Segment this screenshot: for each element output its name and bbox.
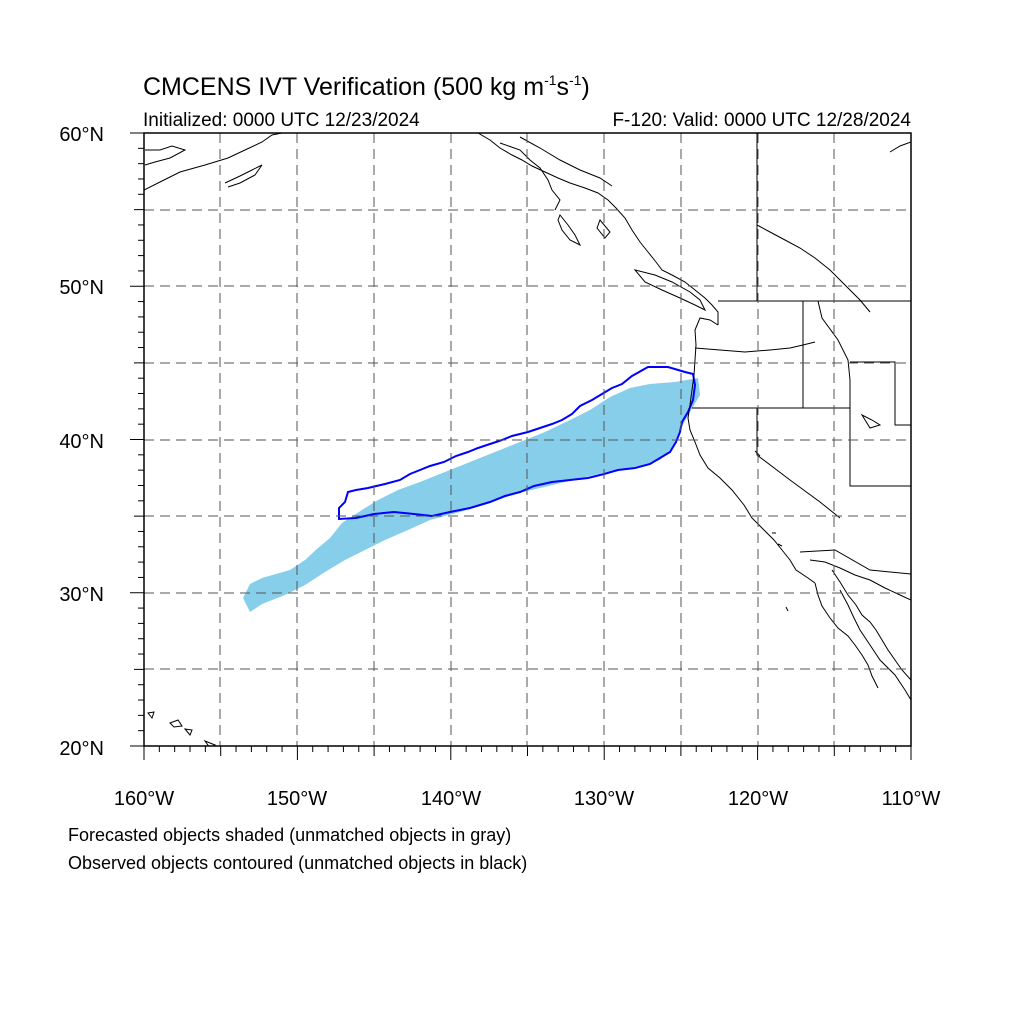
lon-axis-labels: 160°W 150°W 140°W 130°W 120°W 110°W — [114, 788, 941, 810]
tick-marks — [130, 132, 912, 760]
lat-axis-labels: 60°N 50°N 40°N 30°N 20°N — [59, 124, 104, 760]
lon-label: 110°W — [882, 788, 941, 810]
valid-time: F-120: Valid: 0000 UTC 12/28/2024 — [612, 110, 911, 131]
lon-label: 160°W — [114, 788, 174, 810]
lat-label: 60°N — [59, 124, 104, 146]
lon-label: 130°W — [574, 788, 634, 810]
legend-forecast-note: Forecasted objects shaded (unmatched obj… — [68, 825, 512, 845]
forecast-object — [243, 378, 700, 612]
lon-label: 140°W — [421, 788, 481, 810]
lat-label: 40°N — [59, 431, 104, 453]
chart-title: CMCENS IVT Verification (500 kg m-1s-1) — [143, 72, 590, 101]
lat-label: 50°N — [59, 277, 104, 299]
lon-label: 120°W — [728, 788, 788, 810]
initialized-time: Initialized: 0000 UTC 12/23/2024 — [143, 110, 420, 131]
lat-label: 20°N — [59, 738, 104, 760]
graticule — [144, 133, 911, 746]
legend-observed-note: Observed objects contoured (unmatched ob… — [68, 853, 528, 873]
lat-label: 30°N — [59, 584, 104, 606]
lon-label: 150°W — [267, 788, 327, 810]
observed-object-contour — [338, 366, 697, 521]
